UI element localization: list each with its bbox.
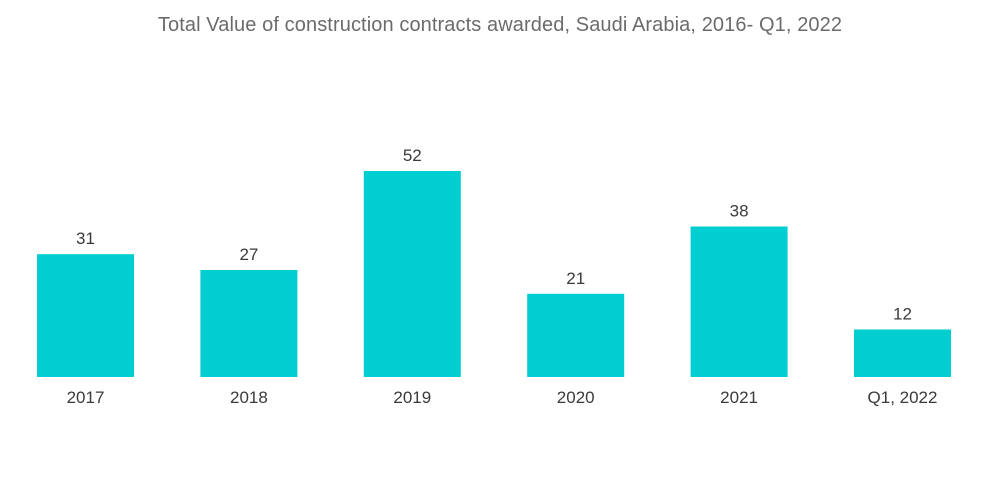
x-tick-label: 2019 <box>393 388 431 407</box>
chart-title: Total Value of construction contracts aw… <box>157 14 843 36</box>
data-label: 31 <box>76 229 95 248</box>
bar-2021 <box>690 226 788 377</box>
x-tick-label: 2020 <box>557 388 595 407</box>
data-label: 27 <box>239 245 258 264</box>
bar-2020 <box>527 293 625 377</box>
bar-2019 <box>363 171 461 377</box>
x-tick-label: Q1, 2022 <box>868 388 938 407</box>
bar-2017 <box>37 254 134 377</box>
data-label: 52 <box>403 146 422 165</box>
x-tick-label: 2017 <box>67 388 105 407</box>
data-label: 12 <box>893 305 912 324</box>
bar-2018 <box>200 270 298 377</box>
bar-q1-2022 <box>854 329 951 377</box>
x-tick-label: 2021 <box>720 388 758 407</box>
data-label: 21 <box>566 269 585 288</box>
x-tick-label: 2018 <box>230 388 268 407</box>
data-label: 38 <box>730 202 749 221</box>
